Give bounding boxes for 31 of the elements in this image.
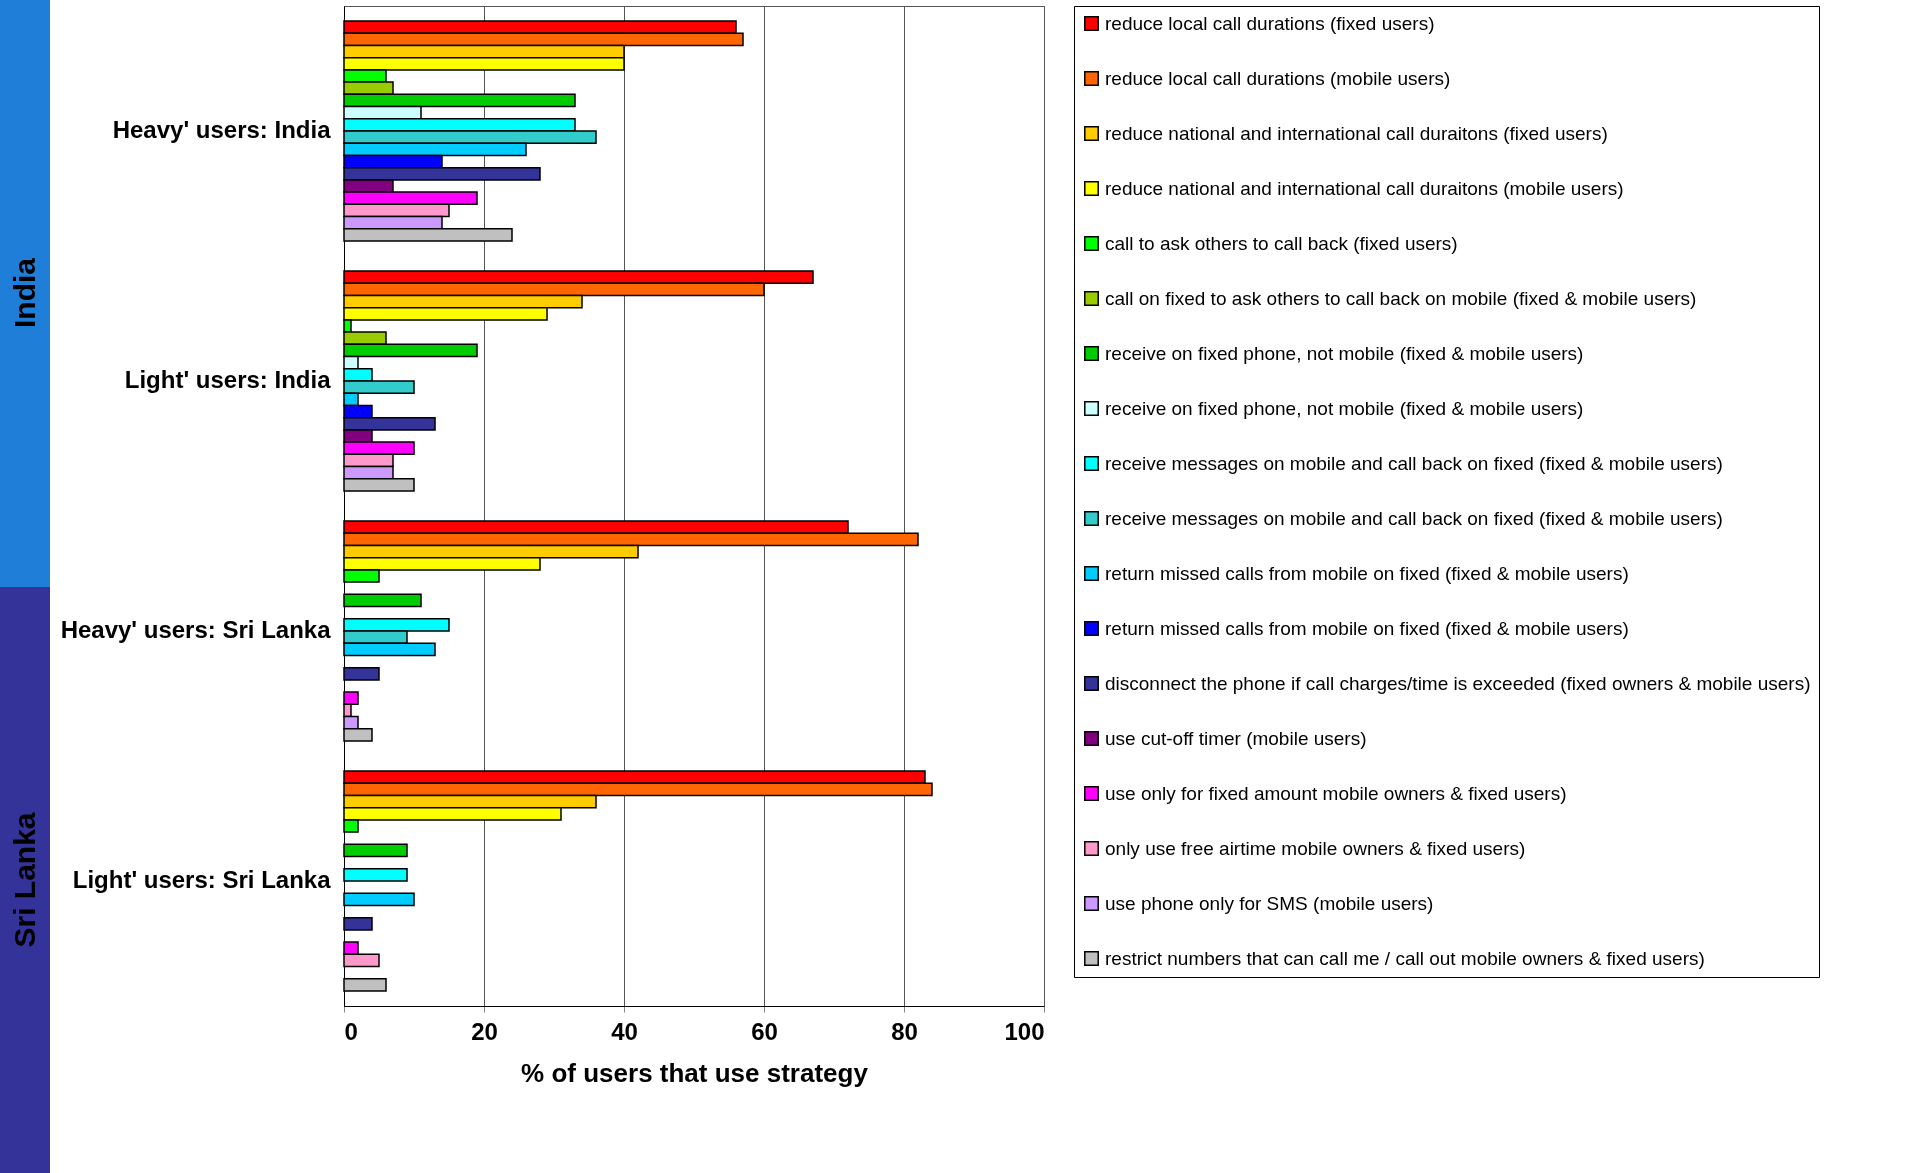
legend-label: call to ask others to call back (fixed users): [1105, 232, 1458, 254]
y-tick-label: Light' users: Sri Lanka: [72, 866, 332, 893]
x-tick-label: 100: [1004, 1017, 1045, 1045]
legend-label: reduce national and international call duraitons (fixed users): [1105, 122, 1608, 144]
legend-label: receive messages on mobile and call back on fixed (fixed & mobile users): [1105, 452, 1723, 474]
x-tick-label: 40: [611, 1017, 638, 1045]
legend-label: use cut-off timer (mobile users): [1105, 727, 1367, 749]
legend-label: reduce local call durations (fixed users): [1105, 12, 1435, 34]
y-tick-label: Heavy' users: Sri Lanka: [60, 616, 332, 643]
legend-label: restrict numbers that can call me / call out mobile owners & fixed users): [1105, 947, 1705, 969]
text: Sri Lanka: [8, 812, 42, 948]
legend-label: use only for fixed amount mobile owners & fixed users): [1105, 782, 1567, 804]
x-tick-label: 80: [891, 1017, 918, 1045]
x-tick-label: 20: [471, 1017, 498, 1045]
legend-label: receive on fixed phone, not mobile (fixed & mobile users): [1105, 342, 1584, 364]
x-tick-label: 60: [751, 1017, 778, 1045]
y-tick-label: Light' users: India: [124, 366, 332, 393]
legend-label: receive on fixed phone, not mobile (fixed & mobile users): [1105, 397, 1584, 419]
legend-label: disconnect the phone if call charges/time is exceeded (fixed owners & mobile users): [1105, 672, 1811, 694]
legend-label: use phone only for SMS (mobile users): [1105, 892, 1434, 914]
legend-label: return missed calls from mobile on fixed (fixed & mobile users): [1105, 617, 1629, 639]
text: India: [8, 258, 42, 329]
legend-label: call on fixed to ask others to call back on mobile (fixed & mobile users): [1105, 287, 1697, 309]
legend-label: return missed calls from mobile on fixed (fixed & mobile users): [1105, 562, 1629, 584]
legend-label: receive messages on mobile and call back on fixed (fixed & mobile users): [1105, 507, 1723, 529]
y-tick-label: Heavy' users: India: [112, 116, 332, 143]
legend-label: only use free airtime mobile owners & fixed users): [1105, 837, 1526, 859]
x-axis-title: % of users that use strategy: [521, 1057, 869, 1088]
x-tick-label: 0: [344, 1017, 358, 1045]
legend-label: reduce local call durations (mobile users): [1105, 67, 1451, 89]
legend-label: reduce national and international call duraitons (mobile users): [1105, 177, 1624, 199]
